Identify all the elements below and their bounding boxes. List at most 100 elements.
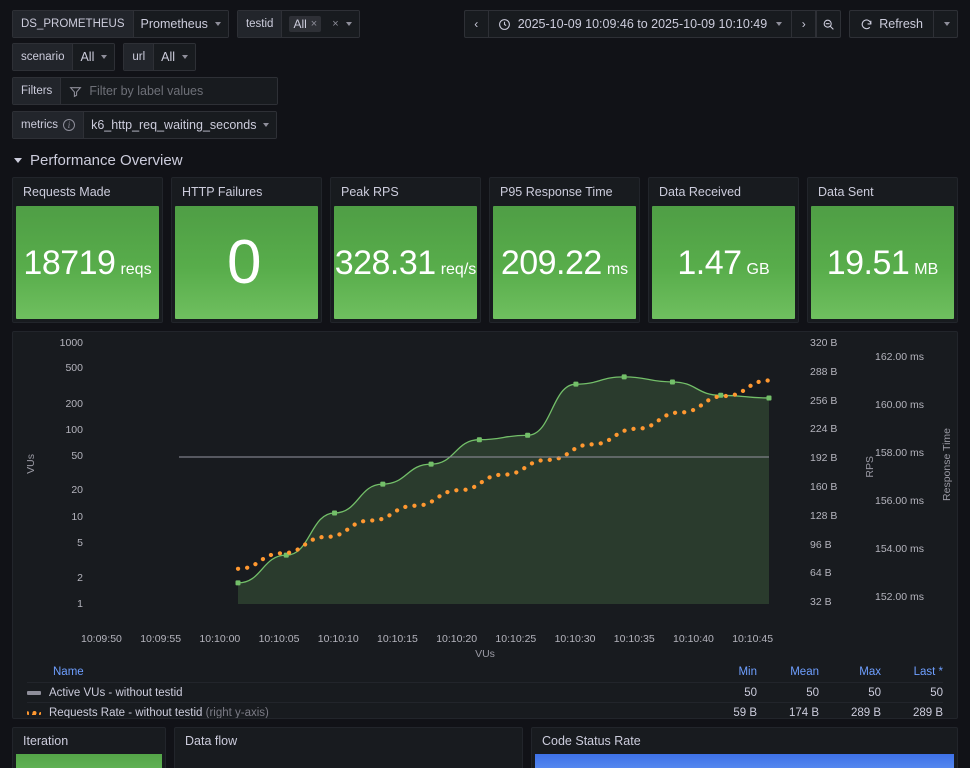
close-icon[interactable]: × <box>310 18 318 30</box>
stat-panel-value: 209.22 <box>500 243 603 282</box>
legend-series-marker <box>27 710 41 715</box>
variable-metrics-label-text: metrics <box>21 119 59 131</box>
legend-row[interactable]: Requests Rate - without testid (right y-… <box>27 702 943 719</box>
zoom-out-button[interactable] <box>816 11 840 37</box>
legend-series-name[interactable]: Active VUs - without testid <box>49 686 183 699</box>
response-time-point <box>428 461 434 467</box>
response-time-axis-label: Response Time <box>941 428 953 501</box>
variable-url-label: url <box>124 44 155 70</box>
x-axis-tick: 10:10:20 <box>436 633 478 645</box>
clear-icon[interactable]: × <box>332 18 339 30</box>
left-axis-tick: 1 <box>77 598 83 610</box>
legend-value-max: 50 <box>868 686 881 699</box>
response-time-axis-tick: 160.00 ms <box>875 399 925 411</box>
stat-panel-body: 328.31 req/s <box>334 206 477 319</box>
variable-metrics-value[interactable]: k6_http_req_waiting_seconds <box>84 112 277 138</box>
clock-icon <box>498 18 510 30</box>
legend-value-min: 50 <box>744 686 757 699</box>
left-axis-tick: 500 <box>65 362 83 374</box>
variable-metrics[interactable]: metrics i k6_http_req_waiting_seconds <box>12 111 278 139</box>
variable-url-value-text: All <box>161 50 176 64</box>
left-axis-tick: 1000 <box>59 337 83 349</box>
x-axis-label: VUs <box>475 648 495 660</box>
time-range-button[interactable]: 2025-10-09 10:09:46 to 2025-10-09 10:10:… <box>489 11 793 37</box>
row-header-performance-overview[interactable]: Performance Overview <box>0 142 970 177</box>
stat-panel[interactable]: P95 Response Time 209.22 ms <box>489 177 640 323</box>
info-icon[interactable]: i <box>63 119 76 131</box>
time-shift-forward-button[interactable]: › <box>792 11 817 37</box>
adhoc-filters[interactable]: Filters Filter by label values <box>12 77 279 105</box>
chart-legend: Name Min Mean Max Last * Active VUs - wi… <box>13 662 957 719</box>
left-axis-tick: 200 <box>65 398 83 410</box>
stat-panel[interactable]: Data Sent 19.51 MB <box>807 177 958 323</box>
variable-datasource-value[interactable]: Prometheus <box>133 11 228 37</box>
variable-scenario-value[interactable]: All <box>73 44 115 70</box>
legend-row[interactable]: Active VUs - without testid 50 50 50 50 <box>27 682 943 702</box>
legend-value-mean: 174 B <box>788 706 819 719</box>
legend-col-min[interactable]: Min <box>738 666 757 678</box>
time-picker[interactable]: ‹ 2025-10-09 10:09:46 to 2025-10-09 10:1… <box>463 10 842 38</box>
legend-col-mean[interactable]: Mean <box>790 666 819 678</box>
chevron-down-icon <box>14 158 22 163</box>
variable-datasource[interactable]: DS_PROMETHEUS Prometheus <box>12 10 229 38</box>
x-axis-tick: 10:10:00 <box>199 633 241 645</box>
chevron-down-icon <box>182 55 189 59</box>
refresh-control[interactable]: Refresh <box>849 10 958 38</box>
legend-value-mean: 50 <box>806 686 819 699</box>
filter-icon <box>69 86 82 97</box>
x-axis-tick: 10:10:10 <box>317 633 359 645</box>
bottom-panel[interactable]: Iteration <box>12 727 166 768</box>
stat-panel-title: Data Sent <box>818 185 874 199</box>
stat-panel[interactable]: Peak RPS 328.31 req/s <box>330 177 481 323</box>
variable-url-value[interactable]: All <box>154 44 196 70</box>
response-time-point <box>766 395 772 401</box>
variables-row-4: metrics i k6_http_req_waiting_seconds <box>0 108 970 142</box>
response-time-area <box>238 376 769 604</box>
bottom-panel[interactable]: Data flow <box>174 727 523 768</box>
x-axis-tick: 10:09:50 <box>81 633 122 645</box>
rps-axis-tick: 192 B <box>810 452 838 465</box>
stat-panel-unit: reqs <box>120 260 152 278</box>
stat-panel[interactable]: Requests Made 18719 reqs <box>12 177 163 323</box>
chevron-down-icon <box>214 22 221 26</box>
left-axis-tick: 100 <box>65 424 83 436</box>
refresh-button[interactable]: Refresh <box>850 11 933 37</box>
stat-panel-body: 1.47 GB <box>652 206 795 319</box>
rps-axis-tick: 128 B <box>810 509 838 522</box>
variable-testid-value[interactable]: All × × <box>282 11 359 37</box>
refresh-interval-button[interactable] <box>933 11 957 37</box>
stat-panel-row: Requests Made 18719 reqs HTTP Failures 0 Peak… <box>0 177 970 323</box>
timeseries-panel: 1000 500 200 100 50 20 10 5 2 1 320 B 288 B 256 B 22… <box>12 331 958 719</box>
stat-panel-body: 0 <box>175 206 318 319</box>
variable-scenario[interactable]: scenario All <box>12 43 116 71</box>
bottom-panel-row: Iteration Data flow Code Status Rate <box>0 719 970 768</box>
legend-col-last[interactable]: Last * <box>913 666 943 678</box>
stat-panel-value: 1.47 <box>677 243 742 282</box>
filter-input-placeholder: Filter by label values <box>89 84 204 98</box>
variable-testid-pill-text: All <box>293 17 307 31</box>
time-shift-back-button[interactable]: ‹ <box>465 11 489 37</box>
stat-panel[interactable]: HTTP Failures 0 <box>171 177 322 323</box>
legend-value-last: 289 B <box>912 706 943 719</box>
variable-testid[interactable]: testid All × × <box>236 10 360 38</box>
plot-area[interactable]: 1000 500 200 100 50 20 10 5 2 1 320 B 288 B 256 B 22… <box>13 332 957 632</box>
variable-testid-label: testid <box>237 11 283 37</box>
left-axis-tick: 20 <box>71 484 83 496</box>
bottom-panel[interactable]: Code Status Rate <box>531 727 958 768</box>
legend-series-axis-note: (right y-axis) <box>202 706 269 719</box>
response-time-point <box>525 432 531 438</box>
stat-panel-value: 328.31 <box>334 243 437 282</box>
stat-panel-title: HTTP Failures <box>182 185 263 199</box>
response-time-point <box>380 481 386 487</box>
stat-panel-value: 19.51 <box>826 243 910 282</box>
stat-panel[interactable]: Data Received 1.47 GB <box>648 177 799 323</box>
variable-datasource-value-text: Prometheus <box>140 17 208 31</box>
variable-url[interactable]: url All <box>123 43 197 71</box>
legend-col-max[interactable]: Max <box>859 666 881 678</box>
x-axis-ticks: 10:09:50 10:09:55 10:10:00 10:10:05 10:10:10… <box>13 632 957 648</box>
legend-col-name[interactable]: Name <box>53 666 84 678</box>
filter-input[interactable]: Filter by label values <box>61 78 278 104</box>
variable-testid-pill[interactable]: All × <box>289 16 322 32</box>
variable-datasource-label: DS_PROMETHEUS <box>13 11 134 37</box>
legend-series-name[interactable]: Requests Rate - without testid (right y-… <box>49 706 269 719</box>
